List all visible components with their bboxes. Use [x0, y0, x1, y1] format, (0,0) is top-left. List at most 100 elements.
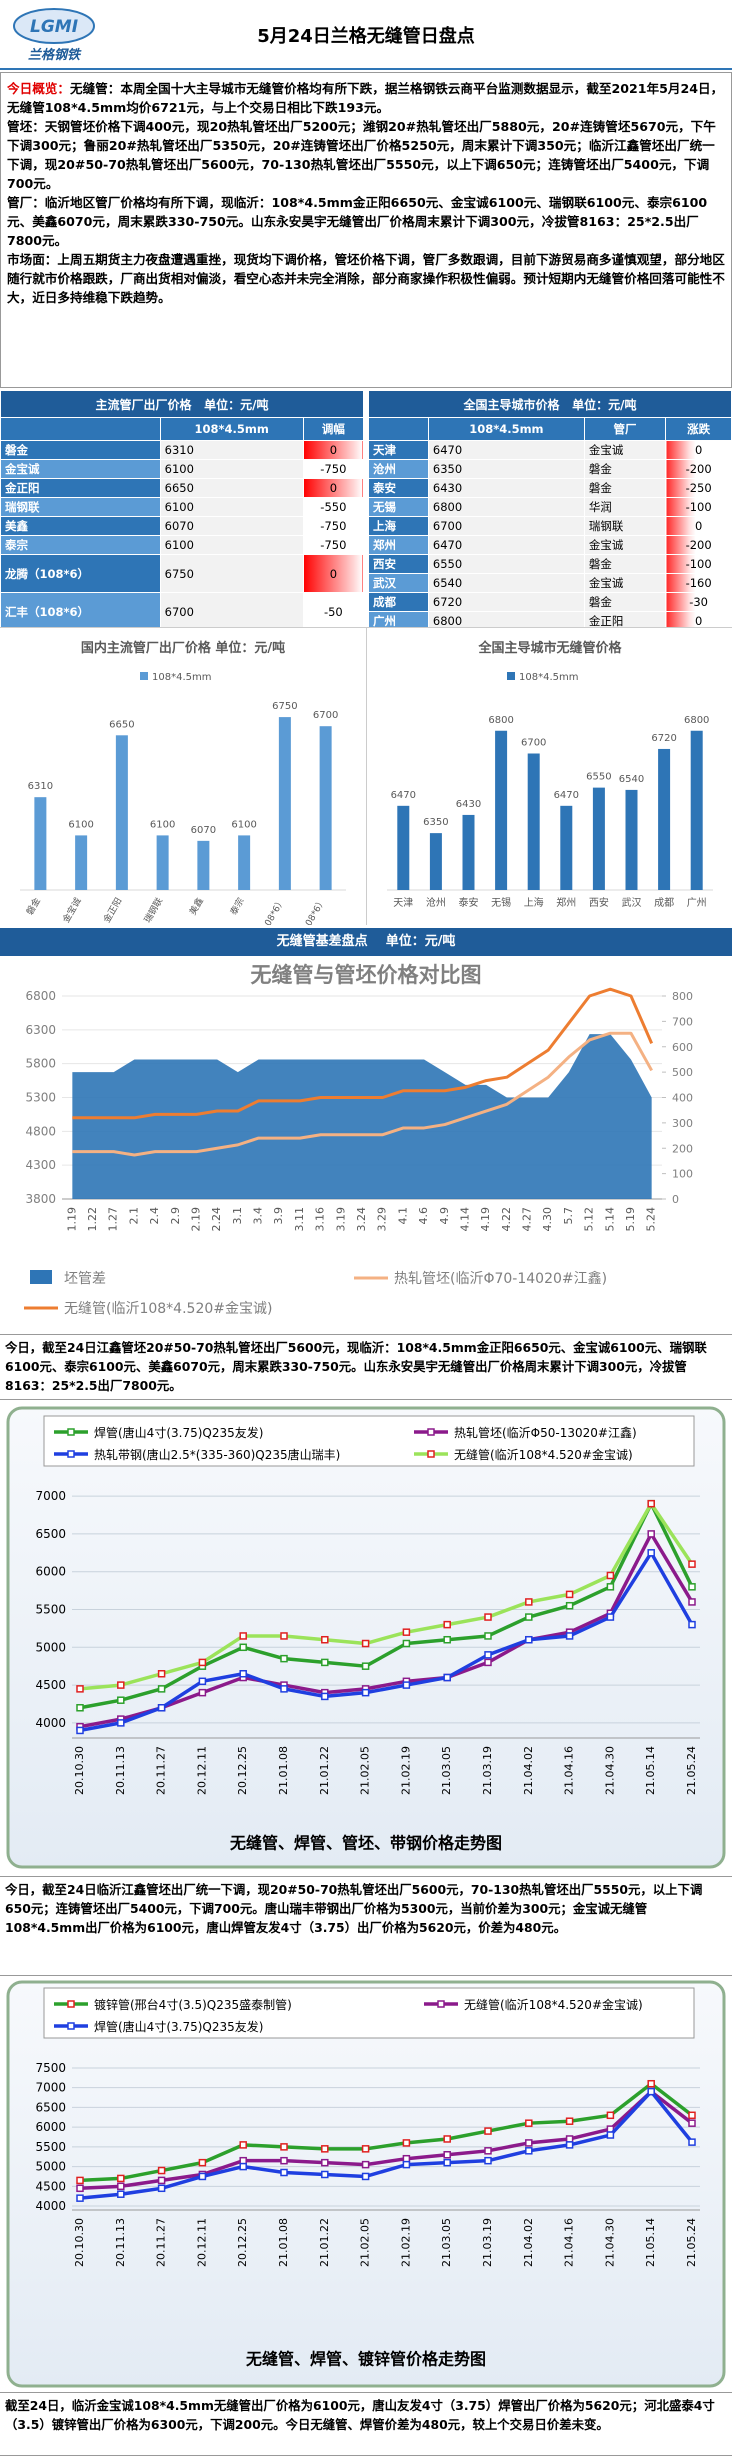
- bar: [319, 726, 332, 890]
- row-label: 广州: [368, 611, 429, 627]
- y-tick-label: 7000: [35, 2081, 66, 2095]
- marker: [361, 1662, 370, 1670]
- x-tick-label: 泰宗: [227, 896, 246, 918]
- x-tick-label: 4.6: [417, 1207, 430, 1225]
- data-label: 6310: [28, 781, 53, 792]
- legend-marker: [427, 1428, 435, 1436]
- header: LGMI 兰格钢铁 5月24日兰格无缝管日盘点: [0, 0, 732, 70]
- logo-text: LGMI: [30, 17, 78, 37]
- overview-label: 今日概览：: [7, 81, 70, 96]
- x-tick-label: 金宝诚: [60, 896, 84, 925]
- marker: [606, 1583, 615, 1591]
- bar: [75, 835, 88, 890]
- paragraph-text: 上周五期货主力夜盘遭遇重挫，现货均下调价格，管坯价格下调，管厂多数跟调，目前下游…: [7, 252, 725, 305]
- line: [79, 1532, 694, 1729]
- change-cell: 0: [665, 516, 732, 536]
- change-cell: -750: [302, 516, 365, 536]
- marker: [361, 1639, 370, 1648]
- x-tick-label: 20.11.27: [155, 1746, 168, 1795]
- table-title: 全国主导城市价格 单位：元/吨: [368, 390, 732, 418]
- value-cell: 磐金: [583, 592, 667, 612]
- y2-tick-label: 700: [672, 1015, 693, 1028]
- x-tick-label: 3.16: [314, 1207, 327, 1232]
- x-tick-label: 1.22: [86, 1207, 99, 1232]
- x-tick-label: 20.11.13: [114, 1746, 127, 1795]
- logo: LGMI 兰格钢铁: [13, 8, 95, 63]
- x-tick-label: 武汉: [621, 896, 641, 909]
- y-tick-label: 7500: [35, 2061, 66, 2075]
- y2-tick-label: 600: [672, 1041, 693, 1054]
- bar: [238, 835, 251, 890]
- change-cell: -750: [302, 459, 365, 479]
- change-cell: -160: [665, 573, 732, 593]
- marker: [198, 2158, 207, 2167]
- y-tick-label: 4800: [25, 1124, 56, 1138]
- x-tick-label: 西安: [588, 896, 608, 909]
- x-tick-label: 天津: [393, 897, 413, 909]
- marker: [117, 2190, 125, 2198]
- marker: [443, 1673, 451, 1682]
- section-unit: 单位：元/吨: [385, 934, 456, 949]
- x-tick-label: 21.02.19: [399, 1746, 412, 1795]
- value-cell: 磐金: [583, 478, 667, 498]
- y-tick-label: 5500: [35, 2140, 66, 2154]
- x-tick-label: 21.04.16: [563, 2218, 576, 2267]
- bar: [396, 805, 409, 890]
- x-tick-label: 21.04.02: [522, 1746, 535, 1795]
- chart-box: 无缝管与管坯价格对比图 3800 4300 4800 5300 5800 6300 6800 0…: [0, 956, 732, 1332]
- header-cell: [368, 417, 429, 441]
- chart-title: 国内主流管厂出厂价格 单位：元/吨: [81, 640, 285, 656]
- data-label: 6800: [488, 715, 513, 726]
- value-cell: 金宝诚: [583, 440, 667, 460]
- row-label: 金正阳: [0, 478, 161, 498]
- marker: [565, 2141, 574, 2149]
- marker: [239, 2156, 247, 2165]
- bar: [197, 840, 210, 890]
- value-cell: 6310: [159, 440, 304, 460]
- marker: [361, 2160, 370, 2169]
- x-tick-label: 3.9: [272, 1207, 285, 1225]
- legend-swatch: [506, 672, 515, 680]
- row-label: 无锡: [368, 497, 429, 517]
- marker: [443, 1620, 451, 1629]
- logo-badge: [13, 8, 95, 44]
- data-label: 6550: [586, 772, 611, 783]
- change-cell: -50: [302, 592, 365, 627]
- x-tick-label: 20.12.25: [236, 1746, 249, 1795]
- value-cell: 金正阳: [583, 611, 667, 627]
- marker: [361, 1688, 370, 1697]
- row-label: 上海: [368, 516, 429, 536]
- x-tick-label: 21.03.19: [481, 1746, 494, 1795]
- chart-title: 无缝管与管坯价格对比图: [251, 963, 482, 987]
- data-label: 6540: [618, 774, 643, 785]
- chart-title: 无缝管、焊管、镀锌管价格走势图: [245, 2350, 486, 2369]
- x-tick-label: 5.7: [562, 1207, 575, 1225]
- paragraph-text: 天钢管坯价格下调400元，现20热轧管坯出厂5200元；潍钢20#热轧管坯出厂5…: [7, 119, 716, 191]
- legend-label: 坯管差: [64, 1271, 106, 1287]
- value-cell: 6070: [159, 516, 304, 536]
- data-label: 6650: [109, 719, 134, 730]
- x-tick-label: 21.02.05: [359, 1746, 372, 1795]
- value-cell: 6470: [427, 440, 585, 460]
- marker: [402, 1639, 411, 1648]
- row-label: 泰安: [368, 478, 429, 498]
- table-row: 金宝诚 6100 -750: [0, 459, 365, 479]
- x-tick-label: 21.04.30: [603, 1746, 616, 1795]
- header-cell: 管厂: [583, 417, 667, 441]
- value-cell: 6750: [159, 554, 304, 593]
- row-label: 磐金: [0, 440, 161, 460]
- table-title: 主流管厂出厂价格 单位：元/吨: [0, 390, 364, 418]
- y-tick-label: 4000: [35, 1716, 66, 1730]
- value-cell: 6800: [427, 497, 585, 517]
- paragraph: 今日概览：无缝管：本周全国十大主导城市无缝管价格均有所下跌，据兰格钢铁云商平台监…: [7, 79, 725, 117]
- x-tick-label: 5.14: [603, 1207, 616, 1232]
- legend-marker: [67, 2000, 75, 2008]
- marker: [484, 2147, 492, 2155]
- title-row: 全国主导城市价格 单位：元/吨: [368, 390, 732, 418]
- y2-tick-label: 800: [672, 990, 693, 1003]
- value-cell: 金宝诚: [583, 573, 667, 593]
- marker: [688, 2138, 696, 2146]
- row-label: 西安: [368, 554, 429, 574]
- bar-charts: 国内主流管厂出厂价格 单位：元/吨 108*4.5mm 6310 磐金 6100 金宝诚 6…: [0, 627, 732, 925]
- marker: [321, 1635, 329, 1644]
